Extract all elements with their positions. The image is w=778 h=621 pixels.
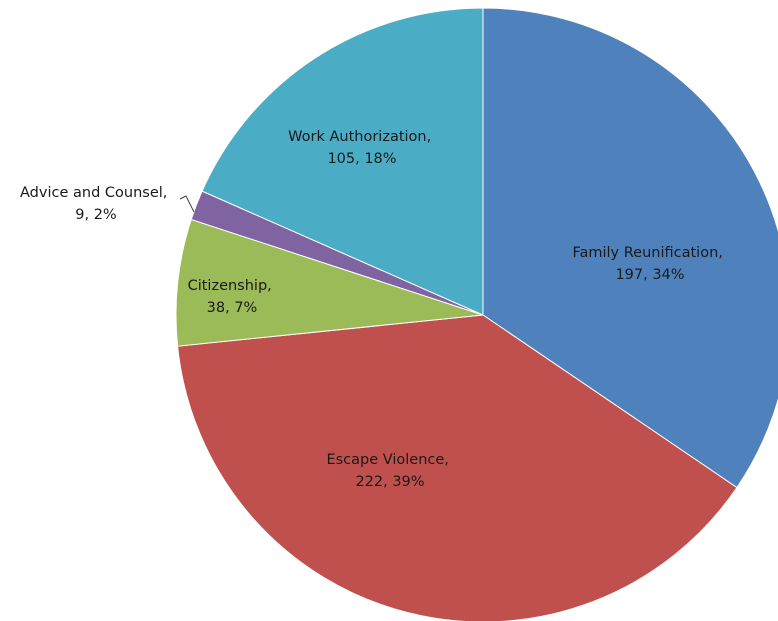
label-citizenship-value: 38, 7% bbox=[207, 300, 258, 316]
label-work-authorization-value: 105, 18% bbox=[327, 151, 396, 167]
pie-slice-family-reunification bbox=[482, 7, 778, 489]
label-citizenship-name: Citizenship, bbox=[188, 278, 272, 294]
label-escape-violence: Escape Violence, 222, 39% bbox=[326, 452, 453, 490]
label-family-reunification: Family Reunification, 197, 34% bbox=[572, 245, 727, 283]
label-advice-and-counsel: Advice and Counsel, 9, 2% bbox=[20, 185, 172, 223]
pie-slice-escape-violence bbox=[177, 314, 738, 621]
leader-line-advice-and-counsel bbox=[179, 195, 195, 213]
pie-slice-citizenship bbox=[175, 218, 484, 347]
label-escape-violence-name: Escape Violence, bbox=[326, 452, 448, 468]
pie-slices bbox=[175, 7, 778, 621]
label-work-authorization: Work Authorization, 105, 18% bbox=[288, 129, 436, 167]
pie-slice-work-authorization bbox=[201, 7, 484, 316]
label-citizenship: Citizenship, 38, 7% bbox=[188, 278, 277, 316]
label-family-reunification-name: Family Reunification, bbox=[572, 245, 722, 261]
label-advice-and-counsel-name: Advice and Counsel, bbox=[20, 185, 167, 201]
label-escape-violence-value: 222, 39% bbox=[355, 474, 424, 490]
label-advice-and-counsel-value: 9, 2% bbox=[75, 207, 116, 223]
pie-labels: Family Reunification, 197, 34% Escape Vi… bbox=[20, 129, 727, 490]
label-work-authorization-name: Work Authorization, bbox=[288, 129, 431, 145]
label-family-reunification-value: 197, 34% bbox=[615, 267, 684, 283]
